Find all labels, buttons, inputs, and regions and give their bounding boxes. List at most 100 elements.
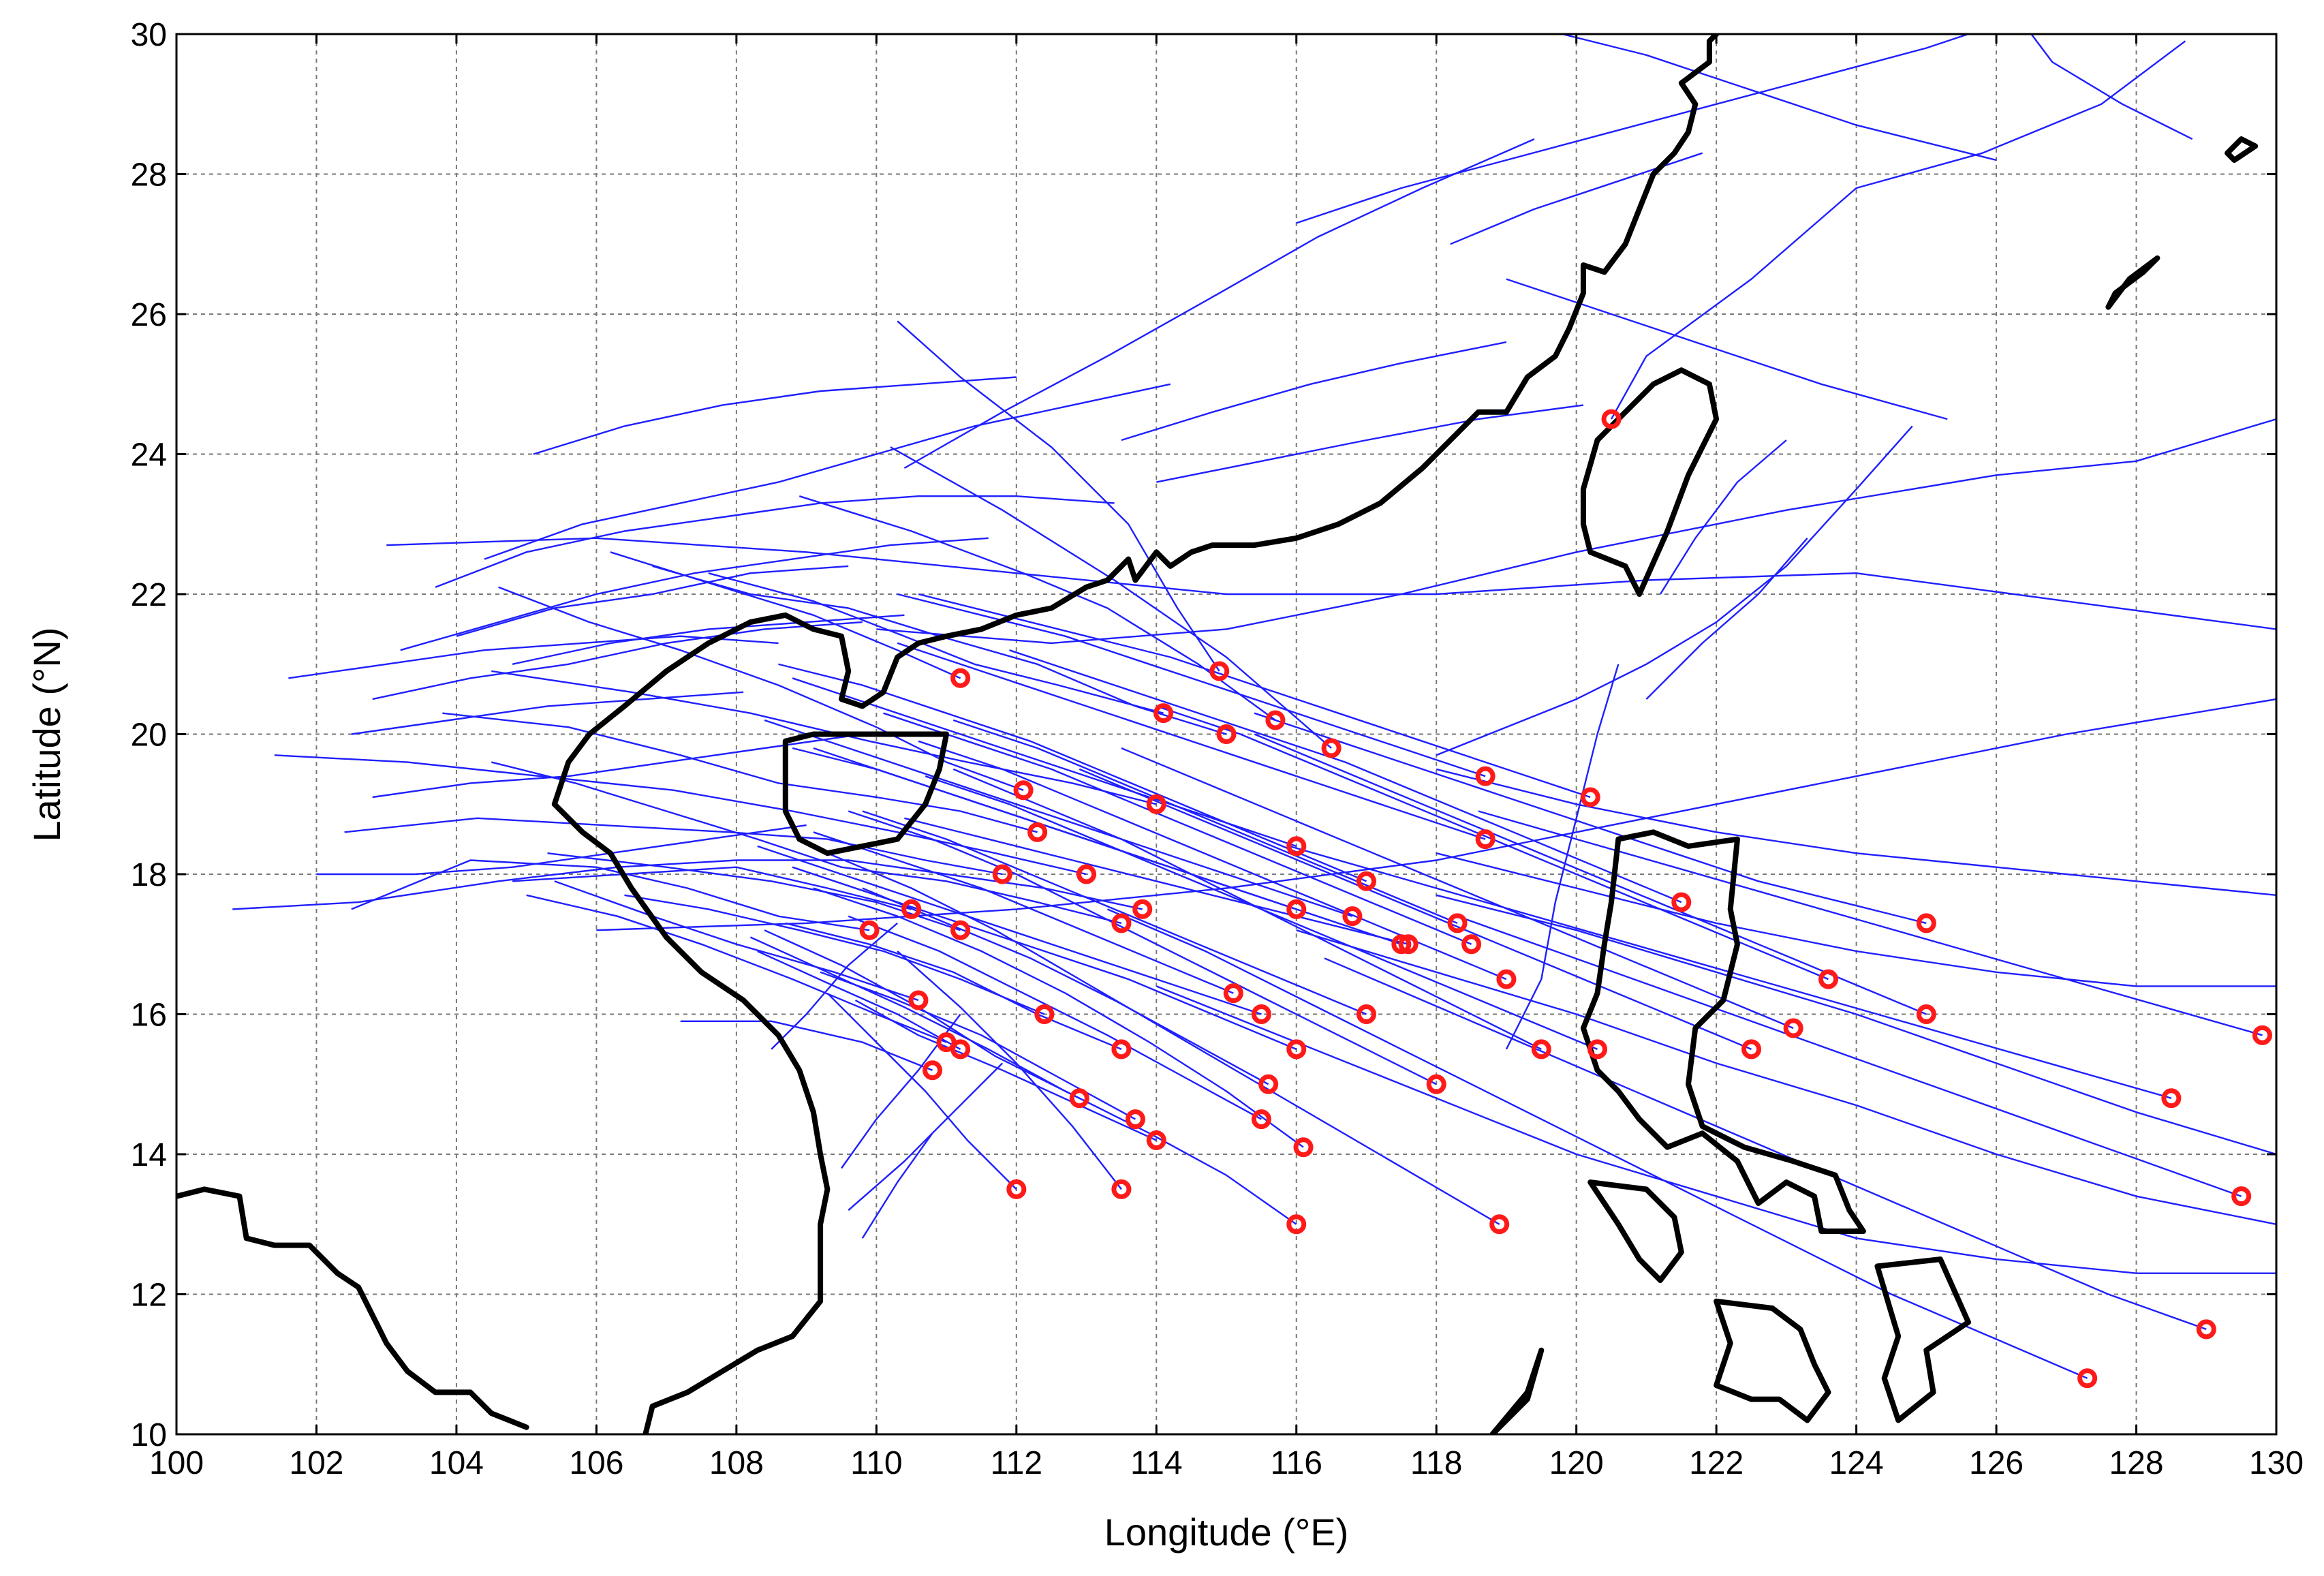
typhoon-track-53 xyxy=(1079,768,1752,1051)
genesis-point-60 xyxy=(1489,1214,1510,1235)
genesis-point-29 xyxy=(1461,934,1482,955)
typhoon-track-66 xyxy=(1436,852,2276,987)
coastline-2 xyxy=(176,1186,529,1430)
y-tick-label-3: 16 xyxy=(131,998,167,1034)
genesis-point-12 xyxy=(1286,836,1307,856)
genesis-point-35 xyxy=(1251,1004,1271,1024)
typhoon-track-81 xyxy=(456,565,849,637)
typhoon-track-56 xyxy=(1254,712,1927,925)
typhoon-track-18 xyxy=(680,1020,933,1071)
x-tick-label-6: 112 xyxy=(991,1445,1043,1481)
genesis-point-41 xyxy=(950,1039,971,1060)
typhoon-track-10 xyxy=(274,754,1087,876)
typhoon-track-61 xyxy=(1457,915,2242,1197)
coastline-9 xyxy=(1489,1347,1545,1434)
genesis-point-57 xyxy=(1111,1179,1132,1199)
coastline-6 xyxy=(1587,1179,1684,1283)
genesis-point-1 xyxy=(950,668,971,688)
typhoon-track-26 xyxy=(826,992,1017,1190)
x-tick-label-13: 126 xyxy=(1969,1445,2024,1481)
typhoon-track-62 xyxy=(1478,810,2263,1036)
typhoon-track-19 xyxy=(757,950,961,1050)
typhoon-track-75 xyxy=(1296,34,1969,224)
typhoon-track-13 xyxy=(512,866,912,910)
genesis-point-32 xyxy=(1223,983,1243,1004)
genesis-point-53 xyxy=(1251,1109,1271,1130)
genesis-point-38 xyxy=(1783,1018,1803,1038)
x-tick-label-10: 120 xyxy=(1549,1445,1604,1481)
typhoon-track-22 xyxy=(491,761,1122,925)
typhoon-track-57 xyxy=(1254,733,1927,1015)
genesis-point-42 xyxy=(1111,1039,1132,1060)
genesis-point-33 xyxy=(908,990,929,1010)
typhoon-track-77 xyxy=(533,376,1017,455)
x-tick-label-14: 128 xyxy=(2109,1445,2163,1481)
coastline-7 xyxy=(1714,1298,1831,1423)
genesis-point-9 xyxy=(1475,766,1496,786)
typhoon-track-20 xyxy=(624,894,1045,1015)
coastline-3 xyxy=(782,731,950,856)
typhoon-track-11 xyxy=(344,817,1003,876)
x-tick-label-0: 100 xyxy=(149,1445,204,1481)
x-tick-label-5: 110 xyxy=(850,1445,903,1481)
typhoon-track-84 xyxy=(288,635,779,679)
genesis-point-44 xyxy=(1531,1039,1551,1060)
y-tick-label-9: 28 xyxy=(131,157,167,194)
typhoon-track-36 xyxy=(792,677,1297,848)
typhoon-track-88 xyxy=(771,922,898,1050)
x-tick-label-15: 130 xyxy=(2249,1445,2304,1481)
genesis-point-37 xyxy=(1916,1004,1936,1024)
x-tick-label-11: 122 xyxy=(1689,1445,1744,1481)
typhoon-track-12 xyxy=(232,859,1143,910)
coastline-0 xyxy=(587,34,1720,737)
genesis-point-0 xyxy=(1601,409,1622,429)
typhoon-track-76 xyxy=(903,138,1535,469)
genesis-point-34 xyxy=(1034,1004,1055,1024)
typhoon-track-65 xyxy=(1436,894,2276,1156)
typhoon-track-42 xyxy=(848,810,1437,1085)
typhoon-track-28 xyxy=(749,936,1297,1225)
typhoon-track-90 xyxy=(861,1132,933,1239)
x-tick-label-8: 116 xyxy=(1270,1445,1322,1481)
typhoon-track-40 xyxy=(904,817,1409,945)
x-tick-label-1: 102 xyxy=(289,1445,343,1481)
typhoon-track-93 xyxy=(1659,439,1787,595)
typhoon-track-87 xyxy=(316,824,807,876)
genesis-point-27 xyxy=(1391,934,1412,955)
typhoon-track-4 xyxy=(708,572,1164,714)
typhoon-track-25 xyxy=(854,999,1157,1141)
genesis-point-54 xyxy=(1146,1130,1166,1150)
genesis-point-28 xyxy=(1398,934,1419,955)
y-tick-label-1: 12 xyxy=(131,1278,167,1314)
typhoon-track-52 xyxy=(1009,649,1682,903)
typhoon-track-49 xyxy=(826,852,1500,1225)
genesis-point-20 xyxy=(1286,899,1307,919)
typhoon-track-83 xyxy=(372,621,863,700)
typhoon-track-0 xyxy=(1610,40,2186,420)
y-tick-label-7: 24 xyxy=(131,437,167,474)
typhoon-track-31 xyxy=(862,887,1269,1085)
typhoon-track-91 xyxy=(848,1062,1004,1211)
genesis-point-11 xyxy=(1027,822,1048,842)
genesis-point-10 xyxy=(1580,787,1600,807)
genesis-point-56 xyxy=(1006,1179,1027,1199)
genesis-point-59 xyxy=(1286,1214,1307,1235)
genesis-point-15 xyxy=(1076,864,1097,884)
genesis-points xyxy=(859,409,2272,1389)
typhoon-track-64 xyxy=(1296,929,2276,1225)
typhoon-track-63 xyxy=(1156,985,2276,1274)
typhoon-track-44 xyxy=(883,712,1472,945)
typhoon-track-50 xyxy=(925,775,1598,1051)
coastlines xyxy=(176,34,2259,1434)
genesis-point-2 xyxy=(1209,661,1230,681)
y-tick-label-8: 26 xyxy=(131,297,167,333)
coastline-10 xyxy=(2225,136,2259,163)
typhoon-track-79 xyxy=(435,495,1115,588)
genesis-point-24 xyxy=(1916,913,1936,933)
typhoon-track-72 xyxy=(1506,278,1948,420)
typhoon-track-45 xyxy=(897,642,1486,840)
coastline-1 xyxy=(551,731,831,1434)
typhoon-track-34 xyxy=(813,831,1234,994)
genesis-point-26 xyxy=(950,920,971,940)
